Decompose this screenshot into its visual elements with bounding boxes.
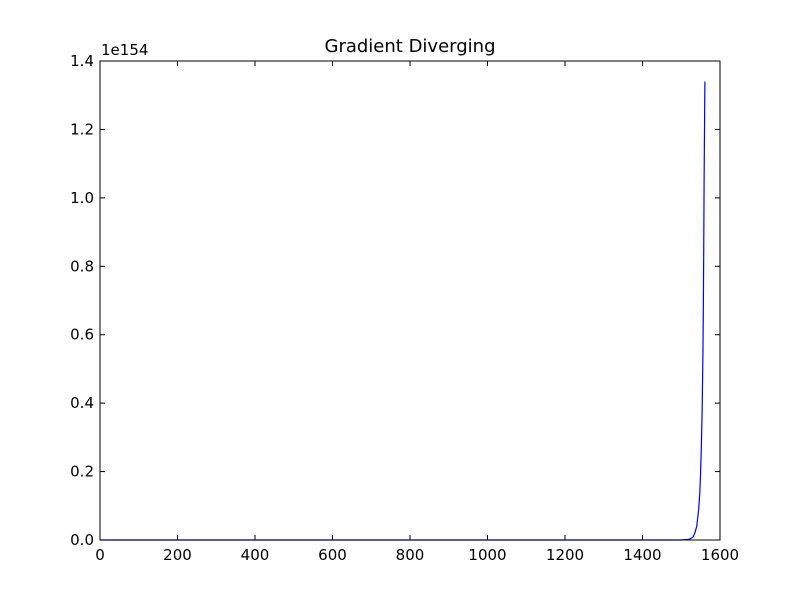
y-tick-label: 0.0 — [70, 531, 94, 549]
x-tick-label: 600 — [318, 546, 347, 564]
y-tick-label: 1.0 — [70, 189, 94, 207]
x-axis-ticks: 0 200 400 600 800 1000 1200 1400 1600 — [95, 61, 739, 564]
x-tick-label: 1200 — [546, 546, 584, 564]
y-tick-label: 0.4 — [70, 394, 94, 412]
y-axis-ticks: 0.0 0.2 0.4 0.6 0.8 1.0 1.2 1.4 — [70, 52, 720, 549]
y-tick-label: 0.6 — [70, 326, 94, 344]
y-tick-label: 1.4 — [70, 52, 94, 70]
plot-frame — [99, 60, 721, 541]
x-tick-label: 400 — [241, 546, 270, 564]
x-tick-label: 1400 — [623, 546, 661, 564]
series-group — [100, 81, 706, 541]
x-tick-label: 800 — [396, 546, 425, 564]
x-tick-label: 0 — [95, 546, 105, 564]
x-tick-label: 1000 — [468, 546, 506, 564]
y-tick-label: 0.2 — [70, 463, 94, 481]
x-tick-label: 1600 — [701, 546, 739, 564]
series-line-0 — [100, 81, 706, 541]
y-tick-label: 1.2 — [70, 120, 94, 138]
chart-title: Gradient Diverging — [325, 36, 496, 57]
y-axis-offset-label: 1e154 — [101, 41, 148, 59]
x-tick-label: 200 — [163, 546, 192, 564]
y-tick-label: 0.8 — [70, 257, 94, 275]
